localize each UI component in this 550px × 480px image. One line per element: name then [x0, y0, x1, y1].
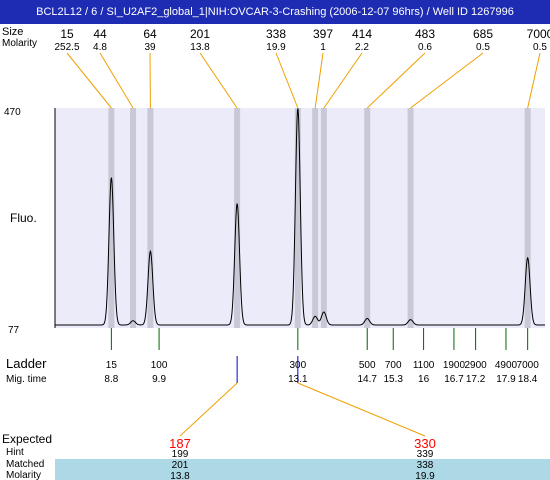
fluorescence-trace [55, 108, 545, 326]
peak-molarity-label: 2.2 [355, 42, 369, 53]
peak-connector [275, 52, 299, 109]
peak-size-label: 7000 [527, 27, 550, 41]
peak-molarity-label: 0.5 [533, 42, 547, 53]
ladder-time-label: 8.8 [104, 374, 118, 385]
peak-molarity-label: 4.8 [93, 42, 107, 53]
ladder-size-label: 4900 [495, 360, 518, 371]
peak-molarity-label: 19.9 [266, 42, 286, 53]
peak-connector [314, 52, 324, 109]
peak-connector [199, 52, 238, 109]
peak-molarity-label: 0.6 [418, 42, 432, 53]
peak-molarity-label: 1 [320, 42, 326, 53]
peak-band [147, 108, 154, 328]
peak-band [234, 108, 241, 328]
ladder-size-label: 1900 [443, 360, 466, 371]
peak-size-label: 64 [143, 27, 157, 41]
peak-molarity-label: 252.5 [54, 42, 79, 53]
peak-band [320, 108, 327, 328]
peak-size-label: 338 [266, 27, 286, 41]
peak-size-label: 414 [352, 27, 372, 41]
peak-band [312, 108, 319, 328]
ladder-time-label: 18.4 [518, 374, 538, 385]
expected-connector [179, 382, 238, 437]
peak-band [407, 108, 414, 328]
peak-molarity-label: 39 [144, 42, 156, 53]
hint-value: 199 [172, 449, 189, 460]
expected-connector [297, 382, 426, 437]
ladder-size-label: 1100 [413, 360, 435, 371]
peak-band [108, 108, 115, 328]
matched-value: 201 [172, 460, 189, 471]
y-axis-top-label: 470 [4, 107, 21, 118]
molarity-row-label: Molarity [2, 38, 37, 49]
ladder-size-label: 7000 [517, 360, 540, 371]
y-axis-bottom-label: 77 [8, 325, 20, 336]
ladder-time-label: 17.9 [496, 374, 516, 385]
molarity-value: 19.9 [415, 471, 435, 480]
molarity-value: 13.8 [170, 471, 190, 480]
y-axis-label: Fluo. [10, 211, 37, 225]
peak-band [524, 108, 531, 328]
peak-connector [99, 52, 134, 109]
ladder-label: Ladder [6, 356, 47, 371]
peak-size-label: 44 [93, 27, 107, 41]
ladder-size-label: 700 [385, 360, 402, 371]
table-row-label-expected: Expected [2, 432, 52, 446]
peak-size-label: 15 [60, 27, 74, 41]
window-title: BCL2L12 / 6 / SI_U2AF2_global_1|NIH:OVCA… [0, 0, 550, 24]
peak-size-label: 685 [473, 27, 493, 41]
ladder-size-label: 2900 [464, 360, 487, 371]
peak-band [130, 108, 137, 328]
peak-band [364, 108, 371, 328]
peak-connector [66, 52, 112, 109]
mig-time-label: Mig. time [6, 374, 47, 385]
peak-molarity-label: 13.8 [190, 42, 210, 53]
hint-value: 339 [417, 449, 434, 460]
peak-band [294, 108, 301, 328]
matched-value: 338 [417, 460, 434, 471]
peak-connector [323, 52, 363, 109]
peak-molarity-label: 0.5 [476, 42, 490, 53]
peak-size-label: 201 [190, 27, 210, 41]
ladder-time-label: 9.9 [152, 374, 166, 385]
peak-size-label: 483 [415, 27, 435, 41]
ladder-time-label: 17.2 [466, 374, 486, 385]
ladder-time-label: 16 [418, 374, 430, 385]
ladder-size-label: 100 [151, 360, 168, 371]
table-row-label-matched: Matched [6, 459, 44, 470]
peak-connector [527, 52, 541, 109]
ladder-time-label: 15.3 [383, 374, 403, 385]
ladder-time-label: 14.7 [357, 374, 377, 385]
expected-value: 330 [414, 436, 436, 451]
ladder-size-label: 15 [106, 360, 118, 371]
table-row-label-hint: Hint [6, 447, 24, 458]
size-row-label: Size [2, 26, 23, 38]
table-highlight-row [55, 459, 550, 480]
table-row-label-molarity: Molarity [6, 470, 41, 480]
ladder-time-label: 16.7 [444, 374, 464, 385]
peak-connector [410, 52, 484, 109]
peak-connector [366, 52, 426, 109]
peak-size-label: 397 [313, 27, 333, 41]
ladder-size-label: 500 [359, 360, 376, 371]
expected-value: 187 [169, 436, 191, 451]
